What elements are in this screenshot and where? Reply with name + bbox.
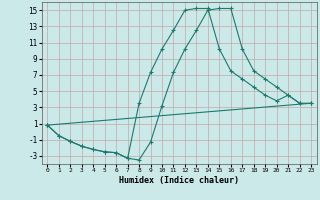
X-axis label: Humidex (Indice chaleur): Humidex (Indice chaleur) [119, 176, 239, 185]
